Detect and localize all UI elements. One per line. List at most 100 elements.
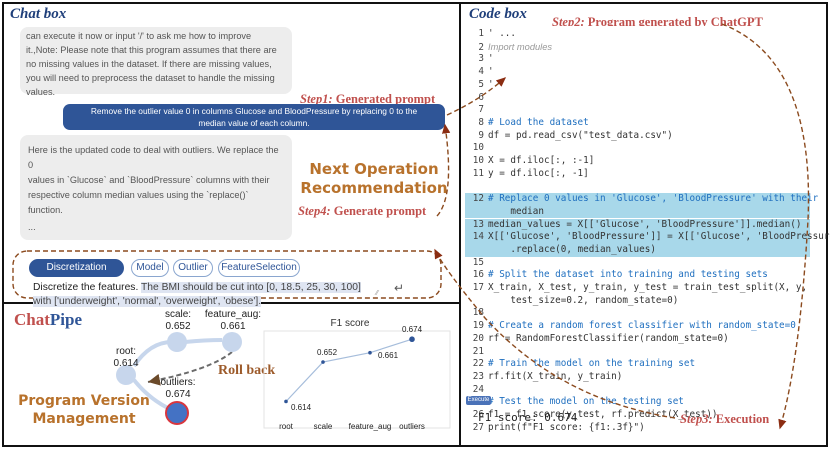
line-number: 3 [478, 53, 484, 65]
left-panel-border [2, 2, 460, 4]
code-line[interactable]: 10 [465, 142, 810, 155]
node-root[interactable] [116, 365, 136, 385]
step4-step: Step4: [298, 204, 331, 218]
code-line[interactable]: 23 rf.fit(X_train, y_train) [465, 371, 810, 384]
tab-model[interactable]: Model [131, 259, 169, 277]
reply-line: values in `Glucose` and `BloodPressure` … [28, 175, 270, 185]
code-text: # Test the model on the testing set [488, 396, 684, 408]
right-panel-border [459, 2, 828, 4]
node-feature-aug[interactable] [222, 332, 242, 352]
chatpipe-logo: ChatPipe [14, 310, 82, 330]
reply-line: ... [28, 222, 36, 232]
code-line[interactable]: 21 [465, 346, 810, 359]
step4-label: Step4: Generate prompt [298, 204, 426, 219]
code-text: ' ... [488, 28, 516, 39]
code-line[interactable]: 1 ' ... [465, 28, 810, 41]
line-number: 1 [478, 28, 484, 39]
heading-line: Recommendation [300, 179, 448, 197]
code-line[interactable]: 20 rf = RandomForestClassifier(random_sta… [465, 333, 810, 346]
data-label: 0.661 [378, 350, 399, 360]
code-line[interactable]: 14 X[['Glucose', 'BloodPressure']] = X[['… [465, 231, 830, 244]
version-management-title: Program Version Management [14, 392, 154, 428]
line-number: 8 [478, 116, 484, 128]
code-line[interactable]: .replace(0, median_values) [465, 243, 810, 257]
code-line[interactable]: 2 Import modules [465, 41, 810, 54]
line-number: 20 [472, 332, 484, 344]
line-number: 22 [472, 358, 484, 370]
panel-divider-vertical [459, 2, 461, 447]
step1-text: Generated prompt [335, 92, 436, 106]
code-line[interactable]: 18 [465, 307, 810, 320]
code-line[interactable]: 11 y = df.iloc[:, -1] [465, 168, 810, 181]
node-score: 0.674 [165, 389, 191, 400]
code-line[interactable]: 16 # Split the dataset into training and … [465, 269, 810, 282]
code-line[interactable]: 12 # Replace 0 values in 'Glucose', 'Bloo… [465, 193, 818, 206]
next-operation-heading: Next Operation Recommendation [290, 160, 458, 198]
code-line[interactable] [465, 180, 810, 193]
resize-handle-icon[interactable]: ⁄⁄ [376, 290, 379, 297]
prompt-lead: Discretize the features. [33, 282, 139, 293]
data-label: 0.614 [291, 403, 312, 413]
line-number: 6 [478, 91, 484, 103]
code-line[interactable]: 6 [465, 92, 810, 105]
step3-label: Step3: Execution [680, 412, 769, 427]
line-number: 18 [472, 307, 484, 319]
tab-featureselection[interactable]: FeatureSelection [218, 259, 300, 277]
x-tick-label: feature_aug [348, 422, 392, 431]
code-line[interactable]: 13 median_values = X[['Glucose', 'BloodPr… [465, 218, 810, 232]
line-number: 2 [478, 41, 484, 53]
logo-part-1: Chat [14, 310, 50, 329]
chat-box-title: Chat box [10, 6, 67, 22]
data-point [368, 350, 372, 355]
code-line[interactable]: 7 [465, 104, 810, 117]
code-line[interactable]: 10 X = df.iloc[:, :-1] [465, 155, 810, 168]
rollback-label: Roll back [218, 363, 276, 378]
step3-text: Execution [715, 412, 770, 426]
code-line[interactable]: 24 [465, 384, 810, 397]
code-line[interactable]: 3 ' [465, 53, 810, 66]
line-number: 14 [472, 231, 484, 243]
code-line[interactable]: 8 # Load the dataset [465, 117, 810, 130]
line-number: 27 [472, 421, 484, 433]
series-line [285, 338, 413, 402]
line-number: 11 [472, 167, 484, 179]
code-line[interactable]: 15 [465, 257, 810, 270]
code-text: ' [488, 78, 494, 90]
code-text: ' [488, 53, 494, 65]
code-line[interactable]: 22 # Train the model on the training set [465, 358, 810, 371]
reply-line: it.,Note: Please note that this program … [26, 45, 277, 55]
node-scale[interactable] [167, 332, 187, 352]
tab-discretization[interactable]: Discretization [29, 259, 124, 277]
step2-label: Step2: Program generated by ChatGPT [552, 15, 763, 30]
line-number: 10 [472, 142, 484, 154]
step2-text: Program generated by ChatGPT [587, 15, 763, 29]
line-number: 24 [472, 383, 484, 395]
execute-button[interactable]: Execute [466, 396, 491, 405]
line-number: 21 [472, 345, 484, 357]
data-point [321, 360, 325, 364]
node-name: root: [115, 346, 136, 357]
code-line[interactable]: 19 # Create a random forest classifier wi… [465, 320, 810, 333]
code-line[interactable]: 17 X_train, X_test, y_train, y_test = tra… [465, 282, 810, 295]
code-line[interactable]: median [465, 205, 810, 219]
code-line[interactable]: 27 print(f"F1 score: {f1:.3f}") [465, 422, 810, 435]
enter-arrow-icon[interactable]: ↵ [394, 281, 405, 295]
user-message-line: median value of each column. [198, 117, 310, 128]
code-line[interactable]: 9 df = pd.read_csv("test_data.csv") [465, 130, 810, 143]
node-label-outliers: outliers: 0.674 [156, 377, 200, 401]
step1-step: Step1: [300, 92, 333, 106]
code-line[interactable]: 5 ' [465, 79, 810, 92]
prompt-highlight: The BMI should be cut into [0, 18.5, 25,… [141, 282, 361, 293]
code-line[interactable]: 25# Test the model on the testing set [465, 396, 810, 409]
tab-outlier[interactable]: Outlier [173, 259, 213, 277]
node-score: 0.652 [165, 321, 191, 332]
prompt-line-1: Discretize the features. The BMI should … [33, 281, 385, 295]
code-text: .replace(0, median_values) [488, 243, 656, 255]
code-line[interactable]: test_size=0.2, random_state=0) [465, 295, 810, 308]
assistant-reply-1: can execute it now or input '/' to ask m… [20, 27, 292, 97]
code-line[interactable]: 4 ' [465, 66, 810, 79]
node-outliers[interactable] [165, 401, 189, 425]
step2-step: Step2: [552, 15, 585, 29]
code-box-title: Code box [469, 6, 527, 22]
prompt-content[interactable]: Discretize the features. The BMI should … [33, 281, 385, 309]
